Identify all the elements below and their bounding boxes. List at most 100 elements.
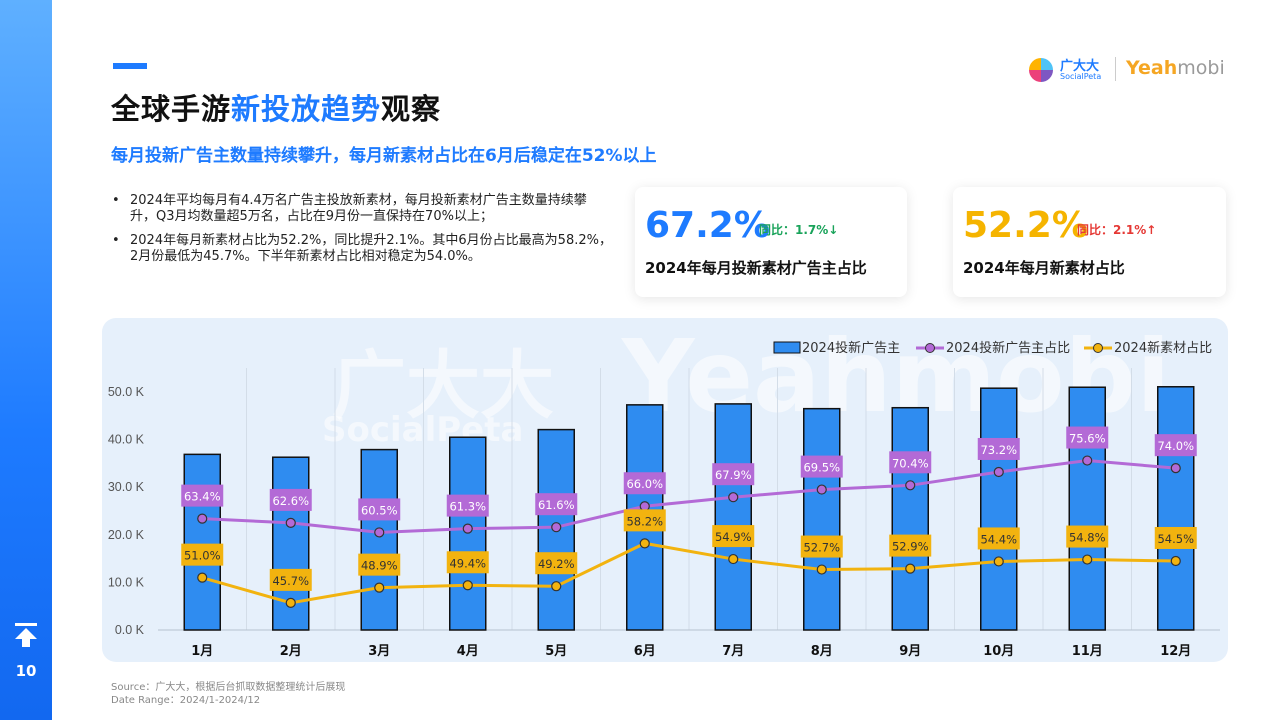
x-tick-label: 12月 [1160,644,1191,659]
advertiser-ratio-label-bg [181,484,224,507]
title-part-highlight: 新投放趋势 [231,92,382,126]
material-ratio-point [1170,555,1181,567]
card-yoy: 同比：1.7%↓ [759,223,839,237]
page-number: 10 [15,662,37,680]
material-ratio-label-bg [1154,526,1197,549]
advertiser-ratio-card: 67.2% 同比：1.7%↓ 2024年每月投新素材广告主占比 [635,187,907,297]
advertiser-ratio-label-bg [800,455,843,478]
material-ratio-data-label: 52.9% [892,540,929,554]
bar-advertisers [1157,386,1195,631]
brand-logo: 广大大 SocialPeta Yeahmobi [1028,55,1228,85]
material-ratio-label-bg [977,527,1020,550]
advertiser-ratio-data-label: 70.4% [892,456,929,470]
watermark-cn: 广大大 [332,343,554,429]
material-ratio-data-label: 52.7% [803,541,840,555]
material-ratio-label-bg [181,543,224,566]
advertiser-ratio-point [374,527,385,538]
title-part-before: 全球手游 [111,92,232,126]
x-tick-label: 1月 [191,644,213,659]
material-ratio-point [639,538,650,549]
material-ratio-point [551,581,562,592]
advertiser-ratio-point [462,523,473,534]
chart-panel: 广大大 SocialPeta Yeahmobi 0.0 K 10.0 K 20.0 … [102,318,1228,662]
bar-advertisers [183,453,221,631]
advertiser-ratio-point [551,522,562,533]
y-tick-label: 40.0 K [108,433,145,447]
material-ratio-label-bg [712,525,755,548]
legend-label: 2024投新广告主 [802,340,900,356]
advertiser-ratio-data-label: 63.4% [184,490,221,504]
advertiser-ratio-point [1170,463,1181,474]
advertiser-ratio-label-bg [269,488,312,511]
source-line: Source：广大大，根据后台抓取数据整理统计后展现 [111,682,346,693]
advertiser-ratio-data-label: 60.5% [361,503,398,517]
back-to-top-icon[interactable] [14,622,38,648]
material-ratio-point [993,556,1004,567]
advertiser-ratio-point [285,517,296,528]
left-sidebar-bar: 10 [0,0,52,720]
material-ratio-data-label: 54.8% [1069,531,1106,545]
advertiser-ratio-label-bg [446,494,489,517]
bar-advertisers [1068,386,1106,631]
advertiser-ratio-data-label: 69.5% [803,461,840,475]
material-ratio-label-bg [446,551,489,574]
yeahmobi-logo: Yeahmobi [1126,57,1225,79]
y-tick-label: 0.0 K [115,623,145,637]
material-ratio-point [197,572,208,583]
advertiser-ratio-point [728,492,739,503]
material-ratio-data-label: 48.9% [361,559,398,573]
advertiser-ratio-label-bg [889,451,932,474]
advertiser-ratio-data-label: 61.6% [538,498,575,512]
material-ratio-label-bg [269,568,312,591]
material-ratio-line [201,541,1176,605]
y-tick-label: 10.0 K [108,575,145,589]
material-ratio-label-bg [535,552,578,575]
page-title: 全球手游新投放趋势观察 [111,86,441,128]
material-ratio-data-label: 54.4% [980,532,1017,546]
y-tick-label: 20.0 K [108,528,145,542]
page-subtitle: 每月投新广告主数量持续攀升，每月新素材占比在6月后稳定在52%以上 [111,146,657,166]
advertiser-ratio-data-label: 73.2% [980,443,1017,457]
advertiser-ratio-data-label: 67.9% [715,468,752,482]
material-ratio-label-bg [1066,525,1109,548]
x-tick-label: 8月 [811,644,833,659]
card-label: 2024年每月新素材占比 [963,259,1125,277]
material-ratio-data-label: 49.4% [449,556,486,570]
advertiser-ratio-data-label: 75.6% [1069,432,1106,446]
material-ratio-data-label: 58.2% [626,514,663,528]
date-range-line: Date Range：2024/1-2024/12 [111,695,261,706]
material-ratio-data-label: 54.9% [715,530,752,544]
advertiser-ratio-data-label: 66.0% [626,477,663,491]
material-ratio-point [285,597,296,608]
advertiser-ratio-label-bg [977,437,1020,460]
advertiser-ratio-point [905,480,916,491]
material-ratio-point [728,553,739,565]
logo-mobi-text: mobi [1177,57,1225,79]
legend-label: 2024新素材占比 [1114,340,1212,356]
advertiser-ratio-data-label: 62.6% [272,494,309,508]
advertiser-ratio-label-bg [1154,434,1197,457]
x-tick-label: 6月 [634,644,656,659]
x-tick-label: 10月 [983,644,1014,659]
material-ratio-point [462,580,473,591]
bar-advertisers [980,387,1018,631]
advertiser-ratio-label-bg [712,463,755,486]
material-ratio-point [816,564,827,575]
material-ratio-label-bg [889,534,932,557]
x-tick-label: 9月 [899,644,921,659]
material-ratio-point [905,563,916,574]
bullet-item: 2024年每月新素材占比为52.2%，同比提升2.1%。其中6月份占比最高为58… [112,233,612,265]
material-ratio-label-bg [358,553,401,576]
advertiser-ratio-data-label: 74.0% [1157,439,1194,453]
combo-chart: 0.0 K 10.0 K 20.0 K 30.0 K 40.0 K 50.0 K 1月 2月 3… [108,340,1220,659]
x-tick-label: 3月 [368,644,390,659]
advertiser-ratio-point [1082,455,1093,466]
legend-label: 2024投新广告主占比 [946,340,1070,356]
material-ratio-data-label: 49.2% [538,557,575,571]
legend-material-point-swatch [1093,343,1103,353]
advertiser-ratio-point [816,484,827,495]
card-value: 67.2% [645,205,770,246]
advertiser-ratio-point [993,466,1004,478]
socialpeta-logo-icon [1029,58,1053,82]
